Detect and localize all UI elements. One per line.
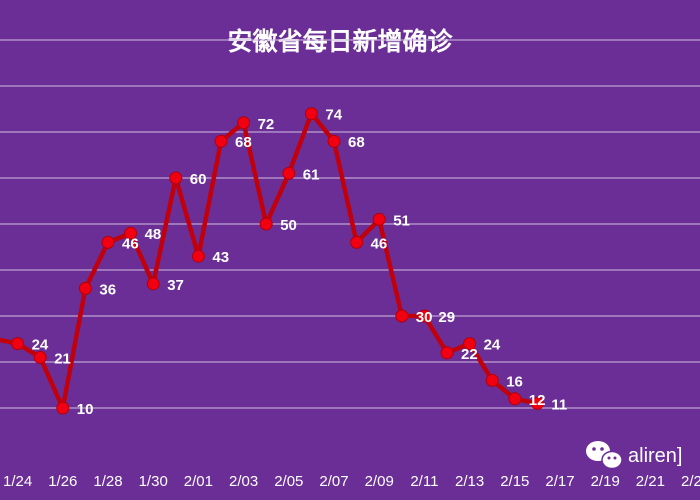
data-point [214,134,228,148]
data-label: 46 [371,235,388,252]
data-points [11,107,544,415]
data-point [259,217,273,231]
data-point [78,281,92,295]
data-point [440,346,454,360]
data-label: 72 [258,116,275,133]
data-label: 36 [99,281,116,298]
x-tick-label: 1/26 [48,473,77,490]
data-label: 37 [167,277,184,294]
data-label: 22 [461,346,478,363]
data-label: 43 [212,249,229,266]
data-labels: 24 21 10 36 46 48 37 60 43 68 72 50 61 74 68 46 51 30 29 22… [32,107,568,418]
data-label: 68 [348,134,365,151]
x-tick-label: 2/23 [681,473,700,490]
x-tick-label: 2/19 [591,473,620,490]
x-tick-label: 2/11 [410,473,438,490]
data-label: 11 [551,396,567,413]
data-point [11,337,25,351]
data-label: 16 [506,373,523,390]
data-point [146,277,160,291]
x-tick-label: 1/30 [139,473,168,490]
x-tick-label: 2/17 [545,473,574,490]
data-point [237,116,251,130]
data-label: 60 [190,171,207,188]
watermark: aliren] [586,441,682,470]
data-point [530,396,544,410]
gridlines [0,39,700,409]
data-point [33,350,47,364]
x-tick-label: 2/05 [274,473,303,490]
x-tick-label: 2/07 [319,473,348,490]
x-axis-ticks: 1/24 1/26 1/28 1/30 2/01 2/03 2/05 2/07 2/09 2/11… [3,473,700,490]
x-tick-label: 2/01 [184,473,213,490]
data-label: 21 [54,350,71,367]
data-label: 74 [325,107,342,124]
data-point [327,134,341,148]
data-point [463,337,477,351]
data-point [350,235,364,249]
data-label: 48 [145,226,162,243]
data-point [124,226,138,240]
data-label: 51 [393,212,410,229]
data-point [304,107,318,121]
data-point [169,171,183,185]
data-label: 30 [416,309,433,326]
watermark-text: aliren] [628,445,682,467]
data-point [395,309,409,323]
x-tick-label: 2/15 [500,473,529,490]
data-point [372,212,386,226]
x-tick-label: 1/24 [3,473,32,490]
data-point [282,166,296,180]
x-tick-label: 2/03 [229,473,258,490]
data-label: 46 [122,235,139,252]
x-tick-label: 2/13 [455,473,484,490]
data-point [56,401,70,415]
data-point [485,373,499,387]
data-point [191,249,205,263]
data-label: 12 [529,392,546,409]
data-label: 68 [235,134,252,151]
data-label: 10 [77,401,94,418]
data-point [101,235,115,249]
data-label: 50 [280,217,297,234]
data-point [508,392,522,406]
x-tick-label: 2/21 [636,473,665,490]
data-label: 61 [303,166,320,183]
data-label: 24 [484,337,501,354]
data-label: 24 [32,337,49,354]
data-point [417,309,431,323]
chart-title: 安徽省每日新增确诊 [227,27,453,56]
x-tick-label: 1/28 [93,473,122,490]
x-tick-label: 2/09 [365,473,394,490]
wechat-icon [586,441,623,470]
data-label: 29 [438,309,455,326]
